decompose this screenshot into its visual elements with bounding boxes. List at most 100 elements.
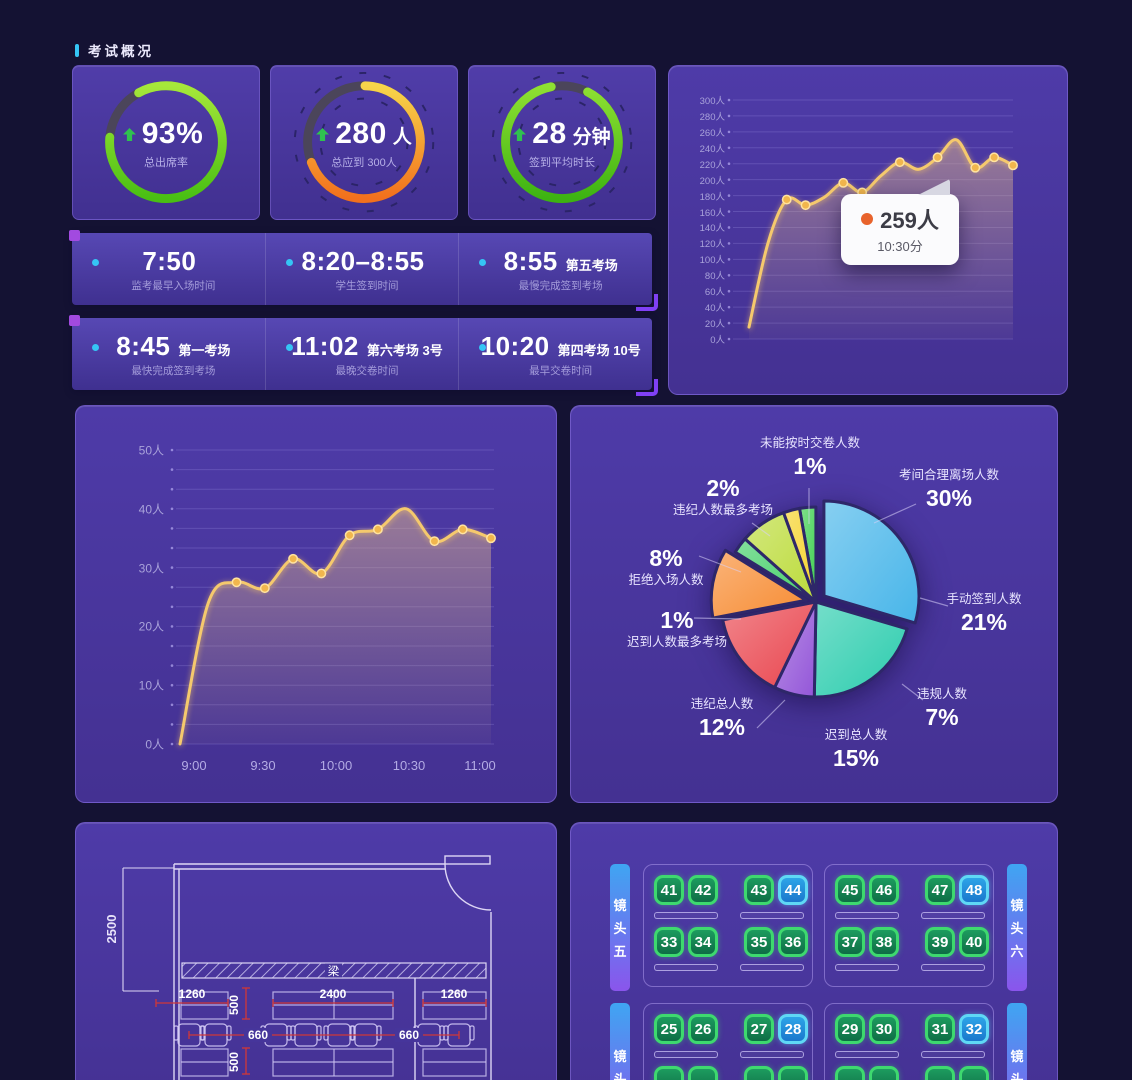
chart-tooltip: 259人 10:30分	[841, 179, 959, 265]
seat-hidden[interactable]	[959, 1066, 989, 1080]
pie-label-3: 违规人数 7%	[916, 686, 968, 730]
panel-exam-stats-pie[interactable]: 未能按时交卷人数 1% 考间合理离场人数 30% 手动签到人数 21% 违规人数 7% 迟到总人…	[570, 405, 1058, 803]
seat-48[interactable]: 48	[959, 875, 989, 905]
desk-bar	[835, 964, 899, 971]
pie-slice-1[interactable]	[822, 499, 921, 625]
time-cell: 7:50 监考最早入场时间	[72, 233, 265, 305]
seat-hidden[interactable]	[654, 1066, 684, 1080]
room-walls	[173, 855, 492, 1080]
seat-45[interactable]: 45	[835, 875, 865, 905]
corner-accent-icon	[69, 315, 80, 326]
time-cell: 8:20–8:55 学生签到时间	[264, 233, 459, 305]
y-tick-label: 50人	[138, 443, 164, 458]
signin-trend-chart[interactable]: 0人 10人 20人 30人 40人 50人 9:00 9:30 10:00 10:30 11:00	[76, 406, 556, 802]
seat-hidden[interactable]	[835, 1066, 865, 1080]
desk-bar	[835, 912, 899, 919]
time-label: 学生签到时间	[335, 279, 399, 292]
seat-26[interactable]: 26	[688, 1014, 718, 1044]
x-tick-label: 11:00	[464, 758, 496, 773]
y-tick-label: 100人	[699, 255, 725, 267]
seat-46[interactable]: 46	[869, 875, 899, 905]
dot-icon	[479, 259, 487, 266]
y-tick-label: 300人	[699, 96, 725, 107]
camera-label-left: 镜头五	[610, 864, 630, 991]
seat-30[interactable]: 30	[869, 1014, 899, 1044]
seat-44[interactable]: 44	[778, 875, 808, 905]
tooltip-time: 10:30分	[877, 239, 923, 254]
seat-hidden[interactable]	[925, 1066, 955, 1080]
x-tick-label: 9:00	[181, 758, 207, 773]
seat-hidden[interactable]	[869, 1066, 899, 1080]
corner-accent-icon	[69, 230, 80, 241]
panel-signin-trend[interactable]: 0人 10人 20人 30人 40人 50人 9:00 9:30 10:00 10:30 11:00	[75, 405, 557, 803]
pie-label-1: 考间合理离场人数 30%	[898, 467, 1000, 511]
seat-hidden[interactable]	[688, 1066, 718, 1080]
section-title: 考试概况	[75, 40, 154, 60]
seat-35[interactable]: 35	[744, 927, 774, 957]
seat-hidden[interactable]	[744, 1066, 774, 1080]
y-tick-label: 200人	[699, 175, 725, 187]
y-tick-label: 40人	[704, 303, 725, 315]
pie-slice-5[interactable]	[709, 548, 808, 620]
seat-hidden[interactable]	[778, 1066, 808, 1080]
seat-47[interactable]: 47	[925, 875, 955, 905]
floor-plan-drawing: 2500 梁 1260 24	[104, 855, 492, 1080]
gauge-value: 93%	[141, 117, 204, 150]
desk-bar	[835, 1051, 899, 1058]
desk-bar	[740, 912, 804, 919]
time-summary-bar-2: 8:45 第一考场 最快完成签到考场 11:02 第六考场 3号 最晚交卷时间 10…	[69, 315, 658, 396]
svg-text:500: 500	[227, 995, 241, 1015]
gauge-label: 总应到 300人	[331, 157, 397, 169]
time-label: 最快完成签到考场	[131, 364, 216, 377]
seat-28[interactable]: 28	[778, 1014, 808, 1044]
time-suffix: 第六考场 3号	[366, 342, 443, 358]
seat-31[interactable]: 31	[925, 1014, 955, 1044]
seat-40[interactable]: 40	[959, 927, 989, 957]
desk-bar	[740, 1051, 804, 1058]
seat-39[interactable]: 39	[925, 927, 955, 957]
seat-29[interactable]: 29	[835, 1014, 865, 1044]
seat-43[interactable]: 43	[744, 875, 774, 905]
y-tick-label: 40人	[138, 502, 164, 517]
time-cell: 10:20 第四考场 10号 最早交卷时间	[458, 318, 652, 390]
seat-25[interactable]: 25	[654, 1014, 684, 1044]
up-arrow-icon	[316, 127, 330, 141]
svg-text:500: 500	[227, 1052, 241, 1072]
seat-group: 41 42 43 44 33 34 35 36	[643, 864, 813, 987]
pie-slice-8[interactable]	[782, 506, 818, 604]
panel-attendance-trend[interactable]: 0人 20人 40人 60人 80人 100人 120人 140人 160人 180人 200人 22…	[668, 65, 1068, 395]
seat-37[interactable]: 37	[835, 927, 865, 957]
desk-bar	[921, 964, 985, 971]
seat-38[interactable]: 38	[869, 927, 899, 957]
desk-bar	[654, 1051, 718, 1058]
gauge-card-signin-duration: 28 分钟 签到平均时长	[468, 65, 656, 220]
seat-41[interactable]: 41	[654, 875, 684, 905]
gauge-ring	[293, 71, 435, 213]
seat-32[interactable]: 32	[959, 1014, 989, 1044]
corner-bracket-icon	[636, 294, 658, 311]
gauge-unit: 人	[392, 127, 412, 148]
seat-33[interactable]: 33	[654, 927, 684, 957]
camera-label-left: 镜头	[610, 1003, 630, 1080]
seat-34[interactable]: 34	[688, 927, 718, 957]
desk-bar	[740, 964, 804, 971]
exam-stats-pie-chart[interactable]: 未能按时交卷人数 1% 考间合理离场人数 30% 手动签到人数 21% 违规人数 7% 迟到总人…	[571, 406, 1057, 802]
seat-36[interactable]: 36	[778, 927, 808, 957]
seat-42[interactable]: 42	[688, 875, 718, 905]
red-dimension-labels: 1260 2400 1260 500 660 660 500	[179, 987, 468, 1072]
y-tick-label: 280人	[699, 111, 725, 123]
title-bullet-icon	[75, 43, 79, 57]
y-tick-label: 30人	[138, 561, 164, 576]
panel-floor-plan: 2500 梁 1260 24	[75, 822, 557, 1080]
pie-slice-2[interactable]	[812, 600, 909, 699]
time-value: 8:45	[116, 330, 171, 361]
seat-27[interactable]: 27	[744, 1014, 774, 1044]
svg-text:1260: 1260	[179, 987, 206, 1001]
red-dimension-lines	[155, 987, 487, 1075]
time-value: 10:20	[480, 330, 550, 361]
dim-label-2500: 2500	[104, 915, 119, 944]
dot-icon	[285, 344, 293, 351]
dot-icon	[285, 259, 293, 266]
pie-slice-4[interactable]	[721, 600, 818, 689]
y-tick-label: 0人	[145, 737, 164, 752]
